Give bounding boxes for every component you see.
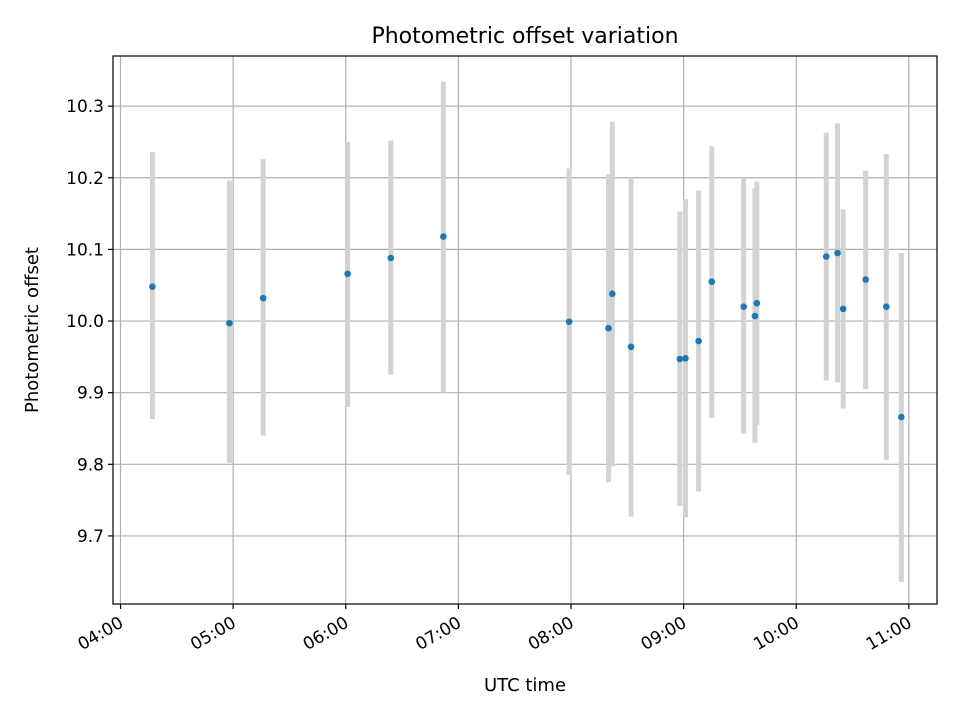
y-tick-label: 9.9	[77, 384, 104, 404]
data-point	[740, 303, 747, 311]
data-point	[676, 355, 684, 363]
data-point	[695, 337, 702, 345]
y-tick-label: 10.3	[66, 97, 104, 117]
data-point	[708, 278, 716, 285]
data-point	[839, 305, 847, 313]
data-point	[883, 303, 890, 311]
data-point	[682, 354, 689, 362]
y-tick-label: 10.1	[66, 240, 104, 260]
data-point	[226, 319, 233, 327]
data-point	[149, 283, 156, 290]
data-point	[565, 318, 573, 326]
data-point	[259, 294, 267, 302]
y-tick-label: 10.2	[66, 169, 104, 189]
data-point	[751, 312, 759, 320]
data-point	[753, 299, 761, 307]
y-tick-label: 9.8	[77, 455, 104, 475]
y-tick-label: 9.7	[77, 527, 104, 547]
data-point	[605, 324, 612, 332]
data-point	[822, 253, 830, 260]
data-point	[387, 254, 395, 262]
y-axis-ticks: 9.7 9.8 9.9 10.0 10.1 10.2 10.3	[66, 97, 113, 547]
data-point	[627, 343, 635, 351]
plot-frame	[112, 55, 938, 605]
x-axis-label: UTC time	[484, 675, 566, 696]
y-axis-label: Photometric offset	[22, 247, 43, 413]
y-tick-label: 10.0	[66, 312, 104, 332]
data-point	[344, 270, 351, 278]
data-point	[834, 249, 841, 257]
data-point	[440, 233, 447, 240]
data-point	[862, 276, 869, 283]
data-points	[149, 233, 905, 421]
data-point	[608, 290, 616, 298]
data-point	[898, 413, 905, 421]
chart-title: Photometric offset variation	[371, 24, 678, 49]
